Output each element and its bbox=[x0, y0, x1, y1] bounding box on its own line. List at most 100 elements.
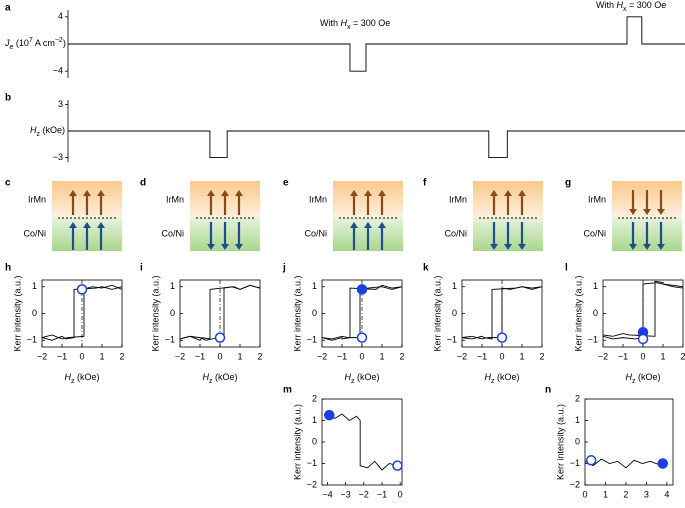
open-marker bbox=[356, 332, 368, 343]
x-tick-label: 0 bbox=[359, 351, 364, 361]
y-axis-label: Kerr intensity (a.u.) bbox=[292, 275, 302, 351]
arrow-head bbox=[504, 244, 512, 250]
x-tick-label: 0 bbox=[398, 489, 403, 499]
arrow-head bbox=[97, 222, 105, 228]
text-part: = 300 Oe bbox=[627, 0, 667, 10]
text-part: H bbox=[341, 18, 348, 28]
data-line bbox=[321, 284, 403, 341]
y-tick-label: 0 bbox=[170, 308, 175, 318]
x-tick-label: 2 bbox=[623, 489, 628, 499]
filled-marker bbox=[356, 284, 368, 295]
panel-label: j bbox=[282, 263, 286, 274]
text-part: H bbox=[64, 372, 71, 382]
text-part: x bbox=[623, 6, 627, 13]
panel-label: h bbox=[5, 263, 11, 274]
arrow-head bbox=[378, 222, 386, 228]
x-tick-label: −3 bbox=[341, 489, 351, 499]
arrow-head bbox=[504, 190, 512, 196]
text-part: H bbox=[202, 372, 209, 382]
text-part: (10 bbox=[13, 38, 29, 48]
layer-label: IrMn bbox=[588, 194, 606, 204]
arrow-head bbox=[657, 209, 665, 215]
layer-label: Co/Ni bbox=[304, 228, 327, 238]
text-part: With bbox=[596, 0, 617, 10]
text-part: (kOe) bbox=[635, 372, 660, 382]
y-tick-label: 0 bbox=[452, 308, 457, 318]
text-part: (kOe) bbox=[74, 372, 99, 382]
arrow-head bbox=[629, 244, 637, 250]
x-tick-label: 3 bbox=[644, 489, 649, 499]
open-marker bbox=[76, 284, 88, 295]
text-part: z bbox=[632, 378, 636, 385]
text-part: z bbox=[209, 378, 213, 385]
x-tick-label: 0 bbox=[217, 351, 222, 361]
arrow-head bbox=[364, 222, 372, 228]
text-part: H bbox=[484, 372, 491, 382]
y-tick-label: 0 bbox=[312, 308, 317, 318]
panel-label: k bbox=[423, 263, 429, 274]
text-part: z bbox=[351, 378, 355, 385]
y-tick-label: −2 bbox=[570, 479, 580, 489]
x-tick-label: 2 bbox=[399, 351, 404, 361]
panel-label: m bbox=[283, 385, 292, 396]
x-tick-label: −1 bbox=[57, 351, 67, 361]
y-tick-label: −1 bbox=[447, 335, 457, 345]
x-axis-label: Hz (kOe) bbox=[625, 372, 660, 385]
y-tick-label: 1 bbox=[452, 281, 457, 291]
data-line bbox=[41, 286, 123, 341]
layer-label: Co/Ni bbox=[583, 228, 606, 238]
y-tick-label: −1 bbox=[307, 458, 317, 468]
layer-label: Co/Ni bbox=[23, 228, 46, 238]
text-part: H bbox=[30, 125, 37, 135]
open-marker bbox=[585, 455, 597, 466]
y-tick-label: 1 bbox=[170, 281, 175, 291]
data-line bbox=[179, 284, 261, 341]
open-marker bbox=[392, 460, 403, 471]
layer-label: Co/Ni bbox=[444, 228, 467, 238]
arrow-head bbox=[69, 222, 77, 228]
plot-frame bbox=[584, 398, 674, 486]
text-part: With bbox=[320, 18, 341, 28]
arrow-head bbox=[350, 222, 358, 228]
data-line bbox=[461, 286, 543, 340]
x-tick-label: −1 bbox=[377, 489, 387, 499]
panel-label: b bbox=[5, 93, 11, 104]
layer-label: IrMn bbox=[28, 194, 46, 204]
y-tick-label: 2 bbox=[575, 393, 580, 403]
panel-label: i bbox=[140, 263, 143, 274]
arrow-head bbox=[350, 190, 358, 196]
y-tick-label: 1 bbox=[312, 415, 317, 425]
text-part: 7 bbox=[29, 37, 33, 44]
arrow-head bbox=[518, 190, 526, 196]
arrow-head bbox=[83, 222, 91, 228]
y-tick-label: 0 bbox=[593, 308, 598, 318]
text-part: J bbox=[4, 38, 10, 48]
x-tick-label: −1 bbox=[477, 351, 487, 361]
panel-label: n bbox=[545, 385, 551, 396]
filled-marker bbox=[324, 409, 335, 421]
x-tick-label: 2 bbox=[680, 351, 685, 361]
y-axis-label: Kerr intensity (a.u.) bbox=[292, 404, 302, 480]
text-part: (kOe) bbox=[40, 125, 65, 135]
text-part: z bbox=[37, 131, 41, 138]
text-part: e bbox=[10, 44, 14, 51]
text-part: (kOe) bbox=[212, 372, 237, 382]
y-tick-label: 0 bbox=[312, 436, 317, 446]
arrow-head bbox=[235, 244, 243, 250]
arrow-head bbox=[657, 244, 665, 250]
panel-label: c bbox=[5, 178, 11, 189]
x-tick-label: 1 bbox=[660, 351, 665, 361]
x-tick-label: 1 bbox=[237, 351, 242, 361]
layer-label: IrMn bbox=[166, 194, 184, 204]
arrow-head bbox=[221, 190, 229, 196]
arrow-head bbox=[378, 190, 386, 196]
text-part: (kOe) bbox=[354, 372, 379, 382]
y-tick-label: 0 bbox=[575, 436, 580, 446]
y-axis-label: Kerr intensity (a.u.) bbox=[12, 275, 22, 351]
y-tick-label: −1 bbox=[588, 335, 598, 345]
x-tick-label: 1 bbox=[99, 351, 104, 361]
data-line bbox=[602, 280, 684, 337]
text-part: H bbox=[617, 0, 624, 10]
y-tick-label: 2 bbox=[312, 393, 317, 403]
y-tick-label: 0 bbox=[32, 308, 37, 318]
